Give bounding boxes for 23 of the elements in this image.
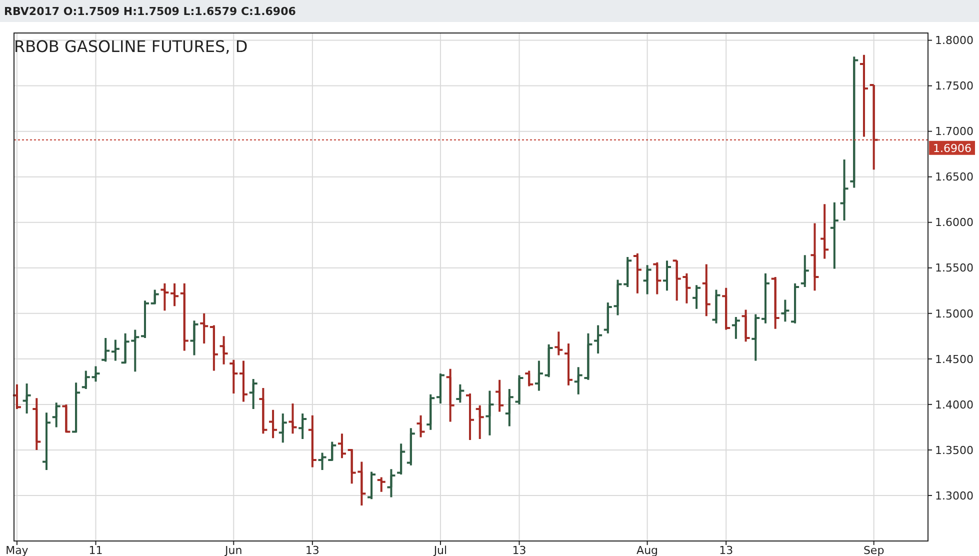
y-tick-label: 1.5500: [935, 262, 974, 275]
text: RBV2017 O:1.7509 H:1.7509 L:1.6579 C:1.6906: [4, 5, 296, 18]
x-tick-label: Jun: [224, 544, 242, 556]
y-tick-label: 1.3500: [935, 444, 974, 457]
x-tick-label: 11: [88, 544, 103, 556]
y-tick-label: 1.4000: [935, 398, 974, 412]
x-tick-label: Sep: [863, 544, 884, 556]
ref-line-label: 1.6906: [933, 142, 972, 155]
y-tick-label: 1.4500: [935, 352, 974, 366]
y-tick-label: 1.3000: [935, 489, 974, 502]
chart-title: RBOB GASOLINE FUTURES, D: [14, 37, 248, 56]
y-tick-label: 1.6500: [935, 170, 974, 184]
y-tick-label: 1.6000: [935, 216, 974, 230]
y-tick-label: 1.5000: [935, 307, 974, 320]
x-tick-label: 13: [305, 544, 320, 556]
y-tick-label: 1.7500: [935, 80, 974, 93]
x-tick-label: Aug: [636, 544, 658, 556]
x-tick-label: Jul: [432, 544, 448, 556]
x-tick-label: 13: [719, 544, 734, 556]
y-tick-label: 1.8000: [935, 34, 974, 48]
x-tick-label: 13: [512, 544, 526, 556]
x-tick-label: May: [6, 544, 29, 556]
y-tick-label: 1.7000: [935, 125, 974, 138]
